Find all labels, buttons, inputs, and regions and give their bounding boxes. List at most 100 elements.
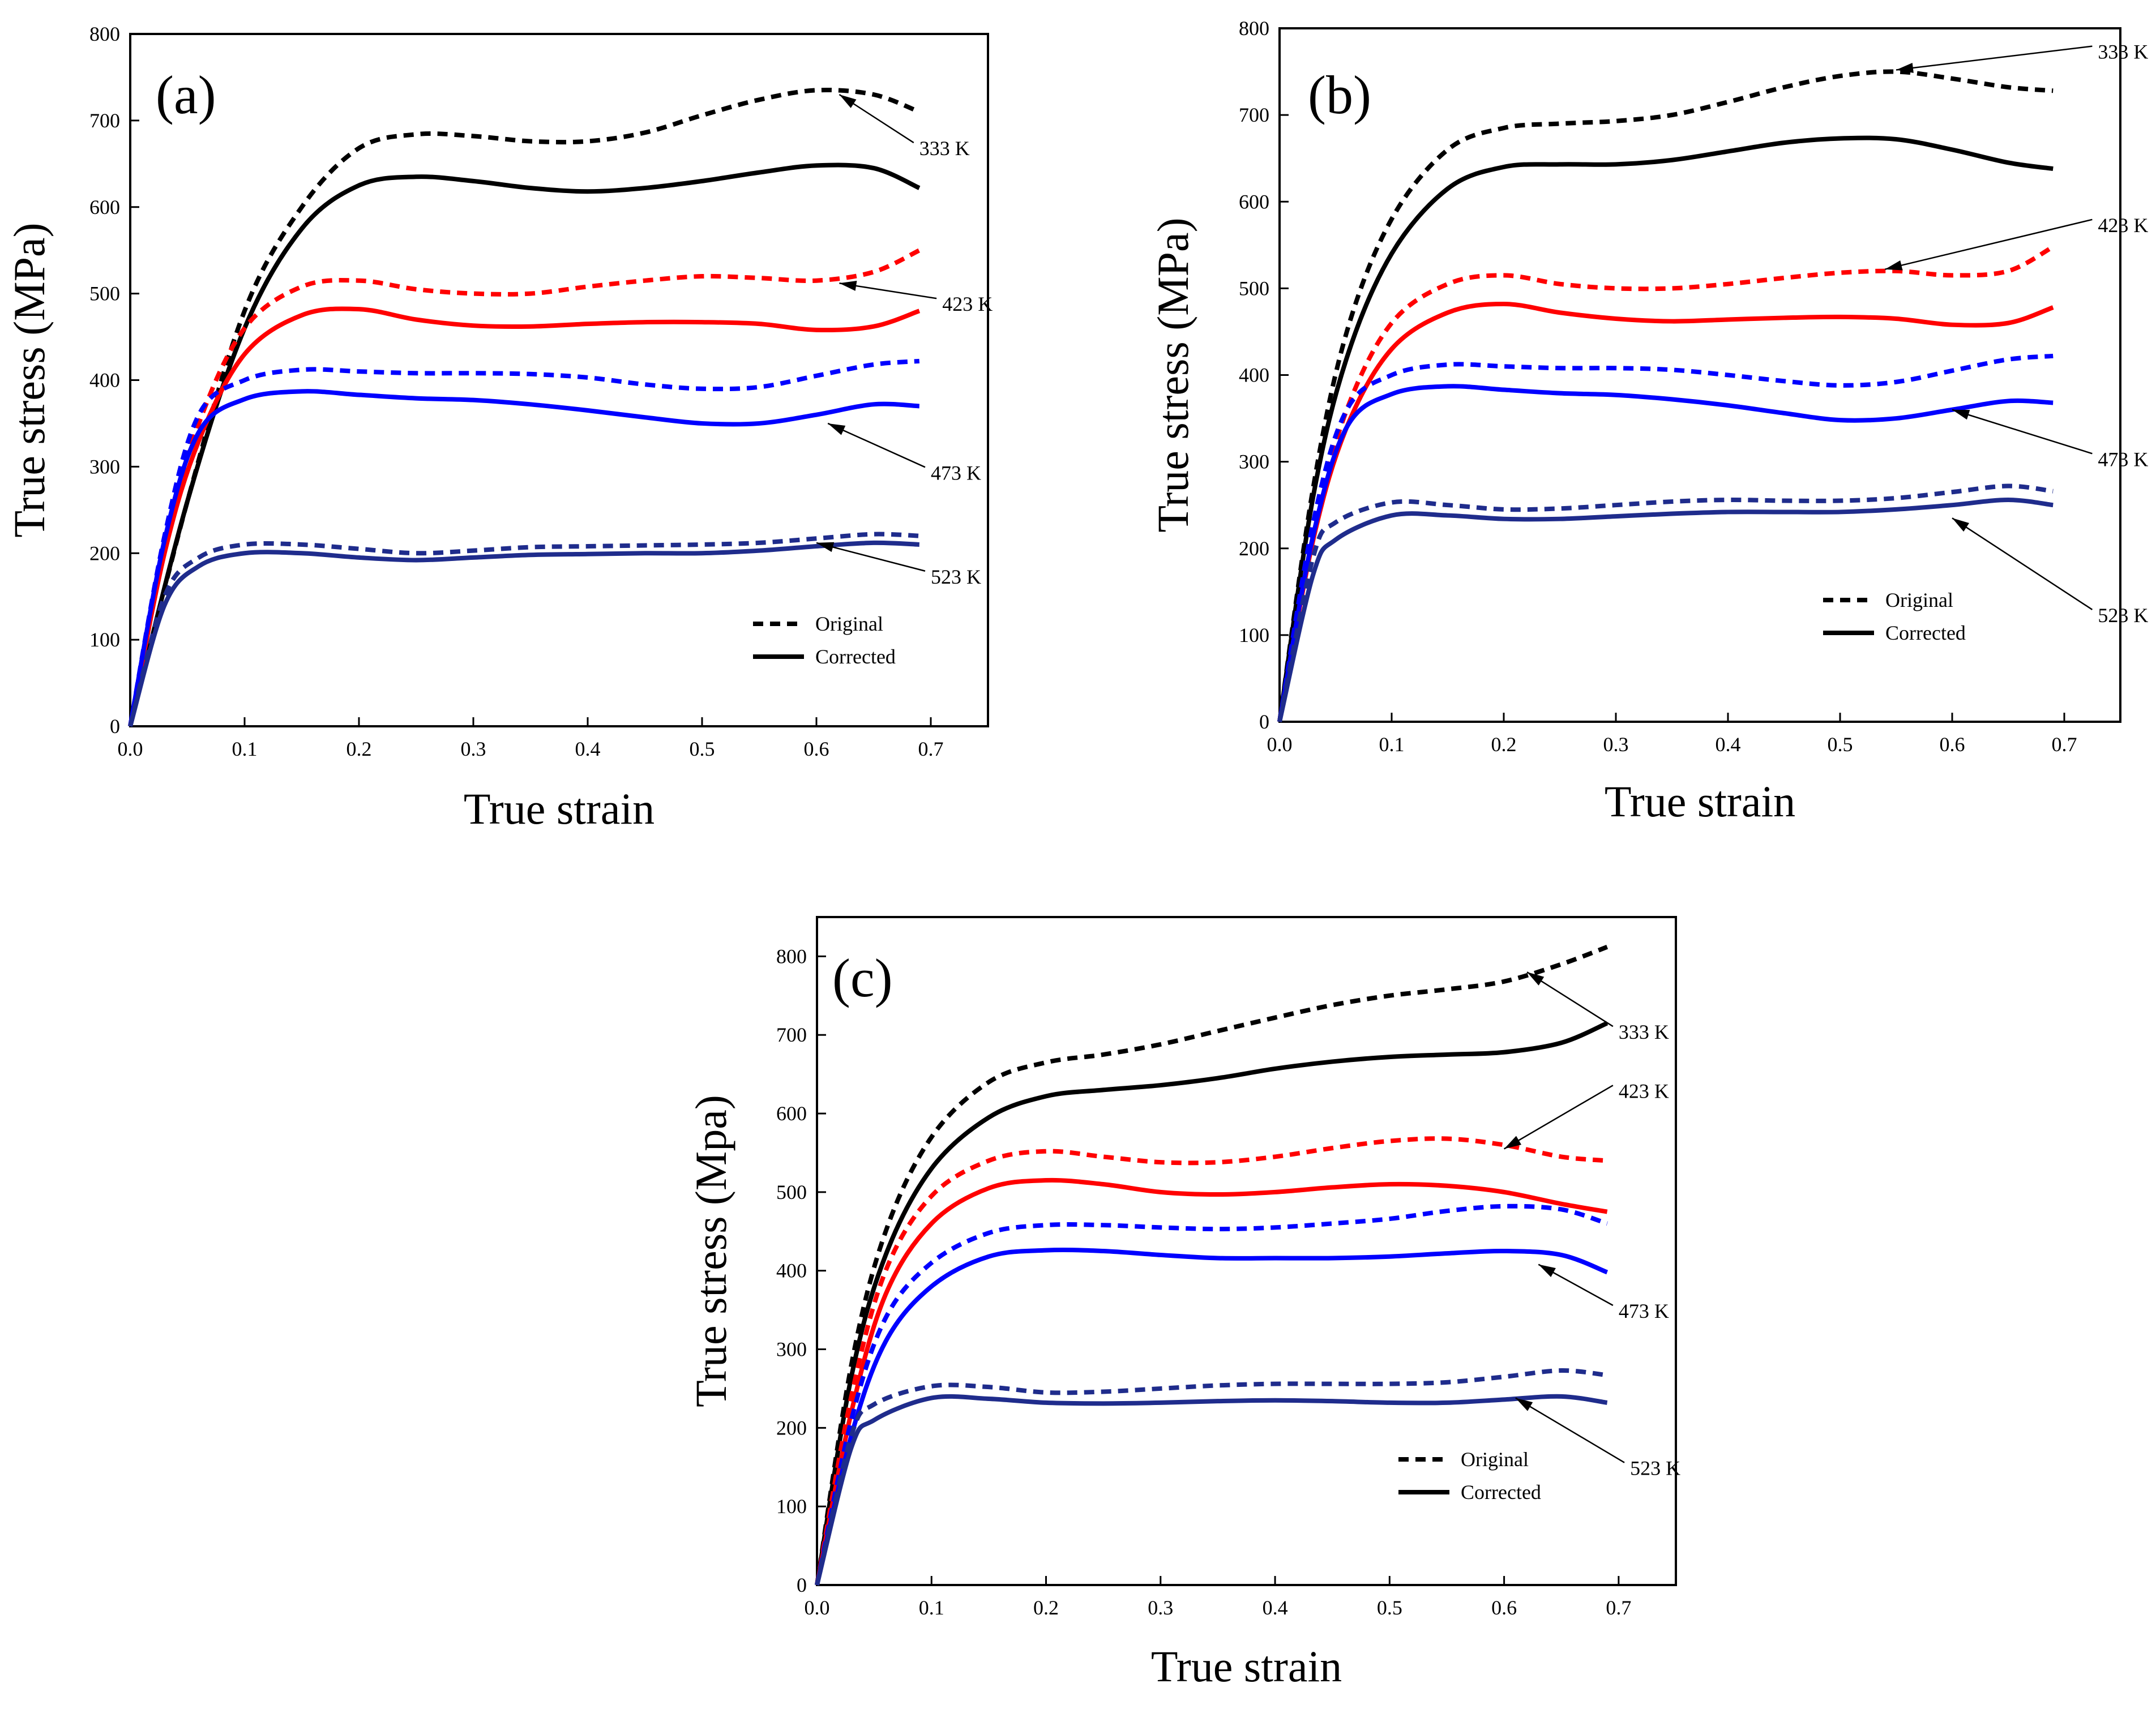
legend-label-corrected: Corrected <box>1461 1481 1541 1504</box>
y-tick-label: 500 <box>89 282 120 305</box>
y-tick-label: 0 <box>797 1574 807 1596</box>
y-tick-label: 200 <box>1239 537 1269 560</box>
y-tick-label: 800 <box>1239 17 1269 40</box>
y-tick-label: 300 <box>776 1338 807 1361</box>
y-tick-label: 800 <box>776 945 807 967</box>
x-tick-label: 0.3 <box>1603 733 1629 756</box>
y-tick-label: 700 <box>776 1023 807 1046</box>
y-tick-label: 200 <box>89 542 120 564</box>
x-tick-label: 0.2 <box>1491 733 1517 756</box>
legend-label-corrected: Corrected <box>1885 622 1966 644</box>
temperature-label: 473 K <box>1619 1300 1669 1322</box>
series-523k-corrected <box>815 1394 1608 1586</box>
temperature-label: 523 K <box>2098 604 2148 627</box>
temperature-label: 423 K <box>942 293 993 315</box>
series-333k-corrected <box>815 1021 1609 1586</box>
series-333k-corrected <box>128 162 921 727</box>
x-axis-label: True strain <box>1605 777 1795 826</box>
x-tick-label: 0.5 <box>690 738 715 760</box>
series-523k-corrected <box>128 540 919 727</box>
legend-label-corrected: Corrected <box>815 645 896 668</box>
x-tick-label: 0.4 <box>1716 733 1741 756</box>
legend-label-original: Original <box>1885 589 1953 611</box>
annotation-arrowhead <box>1952 518 1970 532</box>
x-tick-label: 0.2 <box>346 738 372 760</box>
annotation-arrow-line <box>1896 45 2093 71</box>
x-tick-label: 0.6 <box>804 738 829 760</box>
y-tick-label: 600 <box>776 1102 807 1125</box>
series-333k-original <box>815 945 1609 1586</box>
x-tick-label: 0.2 <box>1033 1596 1059 1619</box>
chart-panel-a: 0.0 0.1 0.2 0.3 0.4 0.5 0.6 0.7 0 100 200 300 400 500… <box>5 23 993 833</box>
y-tick-label: 400 <box>1239 364 1269 387</box>
x-tick-label: 0.6 <box>1491 1596 1517 1619</box>
y-tick-label: 500 <box>776 1181 807 1203</box>
annotation-arrowhead <box>1527 972 1545 986</box>
chart-panel-c: 0.0 0.1 0.2 0.3 0.4 0.5 0.6 0.7 0 100 200 300 400 500… <box>686 916 1680 1691</box>
series-473k-original <box>1277 353 2054 722</box>
annotation-arrow-line <box>1952 517 2093 610</box>
annotation-arrow-line <box>816 542 926 572</box>
y-tick-label: 600 <box>89 196 120 219</box>
series-473k-corrected <box>128 389 919 727</box>
annotation-arrowhead <box>1885 260 1903 271</box>
temperature-label: 473 K <box>2098 448 2148 470</box>
y-tick-label: 400 <box>89 369 120 392</box>
y-tick-label: 0 <box>1259 710 1269 733</box>
series-423k-corrected <box>815 1177 1608 1586</box>
annotation-arrowhead <box>839 95 857 108</box>
x-axis-label: True strain <box>1151 1642 1342 1691</box>
annotation-arrow-line <box>1884 219 2093 270</box>
temperature-label: 423 K <box>2098 214 2148 237</box>
annotation-arrowhead <box>1896 62 1914 73</box>
x-tick-label: 0.0 <box>118 738 143 760</box>
annotation-arrowhead <box>1504 1136 1522 1149</box>
chart-panel-b: 0.0 0.1 0.2 0.3 0.4 0.5 0.6 0.7 0 100 200 300 400 500… <box>1148 17 2148 826</box>
temperature-label: 473 K <box>931 461 981 484</box>
legend-label-original: Original <box>815 613 883 635</box>
temperature-label: 333 K <box>1619 1021 1669 1043</box>
annotation-arrow-line <box>1503 1085 1614 1150</box>
y-tick-label: 600 <box>1239 190 1269 213</box>
series-423k-corrected <box>128 306 921 727</box>
series-473k-corrected <box>815 1247 1609 1586</box>
temperature-label: 333 K <box>2098 41 2148 63</box>
series-333k-corrected <box>1277 135 2054 722</box>
x-tick-label: 0.0 <box>805 1596 830 1619</box>
annotation-arrowhead <box>1538 1264 1556 1277</box>
annotation-arrowhead <box>839 281 857 291</box>
series-333k-original <box>1277 69 2054 722</box>
legend-label-original: Original <box>1461 1448 1529 1471</box>
y-tick-label: 200 <box>776 1416 807 1439</box>
annotation-arrow-line <box>1952 409 2093 455</box>
series-523k-corrected <box>1277 498 2054 722</box>
temperature-label: 423 K <box>1619 1080 1669 1102</box>
x-tick-label: 0.5 <box>1377 1596 1402 1619</box>
temperature-label: 333 K <box>919 137 970 160</box>
series-333k-original <box>128 87 921 727</box>
annotation-arrowhead <box>1952 409 1970 420</box>
y-tick-label: 100 <box>1239 624 1269 646</box>
series-473k-original <box>128 358 920 727</box>
x-tick-label: 0.7 <box>2052 733 2077 756</box>
x-tick-label: 0.5 <box>1828 733 1853 756</box>
series-423k-original <box>815 1136 1607 1586</box>
x-tick-label: 0.7 <box>1606 1596 1631 1619</box>
panel-label: (c) <box>832 948 893 1008</box>
y-tick-label: 300 <box>89 455 120 478</box>
y-tick-label: 500 <box>1239 277 1269 299</box>
y-tick-label: 700 <box>89 109 120 132</box>
y-axis-label: True stress (MPa) <box>5 222 54 537</box>
series-423k-original <box>1277 245 2055 722</box>
series-523k-original <box>1277 483 2054 722</box>
series-523k-original <box>128 532 919 727</box>
legend: Original Corrected <box>1398 1448 1541 1504</box>
panel-label: (a) <box>156 65 216 125</box>
y-tick-label: 100 <box>776 1495 807 1518</box>
annotation-arrowhead <box>816 542 835 552</box>
x-axis-label: True strain <box>464 784 654 833</box>
x-tick-label: 0.7 <box>918 738 944 760</box>
annotation-arrow-line <box>1515 1397 1625 1463</box>
x-tick-label: 0.3 <box>1148 1596 1173 1619</box>
